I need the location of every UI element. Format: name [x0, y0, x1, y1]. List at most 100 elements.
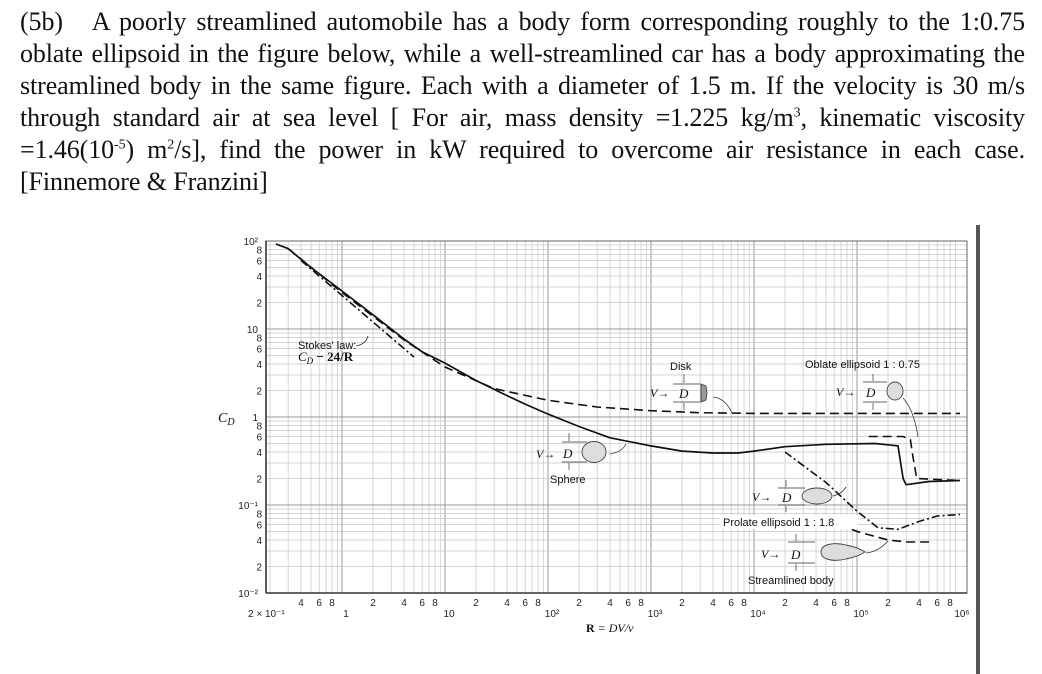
chart-grid: [266, 241, 967, 594]
problem-label: (5b): [20, 7, 63, 36]
svg-text:D: D: [781, 490, 792, 505]
x-minor-tick-label: 4: [607, 598, 613, 609]
svg-text:Oblate ellipsoid 1 : 0.75: Oblate ellipsoid 1 : 0.75: [805, 359, 920, 371]
sphere-annotation: V→ D Sphere: [536, 433, 627, 486]
x-minor-tick-label: 4: [916, 598, 922, 609]
x-minor-tick-label: 2: [679, 598, 685, 609]
x-minor-tick-label: 4: [298, 598, 304, 609]
x-minor-tick-label: 6: [316, 598, 322, 609]
svg-text:Streamlined body: Streamlined body: [748, 575, 834, 587]
problem-text-3: ) m: [125, 135, 168, 164]
y-minor-tick-label: 4: [256, 360, 262, 371]
x-minor-tick-label: 8: [432, 598, 438, 609]
problem-text-2: , kinematic viscosity =1.46(10: [20, 103, 1025, 164]
x-tick-label: 10: [443, 609, 455, 620]
y-minor-tick-label: 4: [256, 448, 262, 459]
x-minor-tick-label: 2: [885, 598, 891, 609]
y-tick-label: 10⁻¹: [238, 501, 258, 512]
x-tick-label: 10²: [545, 609, 560, 620]
streamlined-body-annotation: V→ D Streamlined body: [748, 534, 889, 587]
superscript-cubed: 3: [793, 105, 801, 121]
svg-text:D: D: [790, 547, 801, 562]
svg-text:V→: V→: [752, 490, 771, 504]
scan-edge-bar: [976, 225, 980, 674]
x-tick-label: 10⁴: [750, 609, 765, 620]
x-minor-tick-label: 4: [710, 598, 716, 609]
x-tick-label: 10³: [648, 609, 663, 620]
oblate-shape-icon: [886, 381, 904, 401]
y-minor-tick-label: 4: [256, 272, 262, 283]
x-minor-tick-label: 6: [419, 598, 425, 609]
svg-text:V→: V→: [536, 447, 555, 461]
oblate-ellipsoid-annotation: Oblate ellipsoid 1 : 0.75 V→ D: [805, 359, 920, 438]
problem-text-1: A poorly streamlined automobile has a bo…: [20, 7, 1025, 132]
superscript-squared: 2: [167, 137, 175, 153]
stokes-law-annotation: Stokes' law: CD − 24/R: [298, 335, 369, 366]
y-minor-tick-label: 2: [256, 563, 262, 574]
x-tick-label: 10⁶: [954, 609, 969, 620]
curve-disk: [287, 247, 960, 415]
y-minor-tick-label: 6: [256, 433, 262, 444]
y-minor-tick-label: 6: [256, 257, 262, 268]
svg-text:Disk: Disk: [670, 361, 692, 373]
x-minor-tick-label: 8: [638, 598, 644, 609]
y-minor-tick-label: 4: [256, 536, 262, 547]
x-minor-tick-label: 8: [535, 598, 541, 609]
y-minor-tick-label: 2: [256, 387, 262, 398]
x-minor-tick-label: 2: [370, 598, 376, 609]
x-minor-tick-label: 4: [504, 598, 510, 609]
svg-text:Stokes' law:: Stokes' law:: [298, 340, 356, 352]
x-minor-tick-label: 6: [934, 598, 940, 609]
curve-oblate-ellipsoid-1-0-75: [868, 435, 961, 482]
prolate-ellipsoid-annotation: V→ D Prolate ellipsoid 1 : 1.8: [720, 480, 858, 529]
x-tick-label: 1: [343, 609, 349, 620]
x-tick-label: 2 × 10⁻¹: [248, 609, 285, 620]
y-tick-label: 10²: [244, 237, 259, 248]
x-minor-tick-label: 2: [576, 598, 582, 609]
prolate-shape-icon: [801, 487, 833, 505]
svg-text:V→: V→: [650, 386, 669, 400]
y-minor-tick-label: 8: [256, 334, 262, 345]
y-tick-label: 10: [247, 325, 259, 336]
x-minor-tick-label: 2: [782, 598, 788, 609]
x-minor-tick-label: 6: [728, 598, 734, 609]
streamlined-shape-icon: [820, 543, 866, 561]
x-minor-tick-label: 8: [844, 598, 850, 609]
disk-shape-icon: [700, 383, 708, 403]
disk-annotation: Disk V→ D: [650, 361, 733, 414]
x-minor-tick-label: 6: [625, 598, 631, 609]
svg-text:Prolate ellipsoid 1 : 1.8: Prolate ellipsoid 1 : 1.8: [723, 517, 834, 529]
x-minor-tick-label: 8: [329, 598, 335, 609]
curve-sphere: [275, 243, 961, 486]
x-minor-tick-label: 4: [813, 598, 819, 609]
x-minor-tick-label: 4: [401, 598, 407, 609]
problem-paragraph: (5b) A poorly streamlined automobile has…: [20, 6, 1025, 198]
curve-prolate-ellipsoid-1-1-8: [784, 451, 961, 531]
svg-text:V→: V→: [836, 385, 855, 399]
y-minor-tick-label: 8: [256, 246, 262, 257]
problem-text-4: /s], find the power in kW required to ov…: [20, 135, 1025, 196]
svg-text:D: D: [865, 385, 876, 400]
problem-statement: (5b) A poorly streamlined automobile has…: [20, 6, 1025, 198]
x-minor-tick-label: 6: [522, 598, 528, 609]
x-tick-label: 10⁵: [853, 609, 868, 620]
y-tick-label: 10⁻²: [238, 589, 258, 600]
x-minor-tick-label: 8: [741, 598, 747, 609]
x-minor-tick-label: 6: [831, 598, 837, 609]
y-minor-tick-label: 2: [256, 475, 262, 486]
y-minor-tick-label: 2: [256, 299, 262, 310]
y-tick-label: 1: [252, 413, 258, 424]
svg-text:CD − 24/R: CD − 24/R: [298, 349, 354, 366]
y-axis-label: CD: [218, 411, 235, 428]
svg-text:D: D: [562, 446, 573, 461]
superscript-neg5: -5: [114, 137, 126, 153]
y-minor-tick-label: 8: [256, 510, 262, 521]
svg-text:V→: V→: [761, 547, 780, 561]
x-minor-tick-label: 8: [947, 598, 953, 609]
svg-text:D: D: [678, 386, 689, 401]
y-minor-tick-label: 6: [256, 345, 262, 356]
sphere-shape-icon: [581, 441, 607, 463]
